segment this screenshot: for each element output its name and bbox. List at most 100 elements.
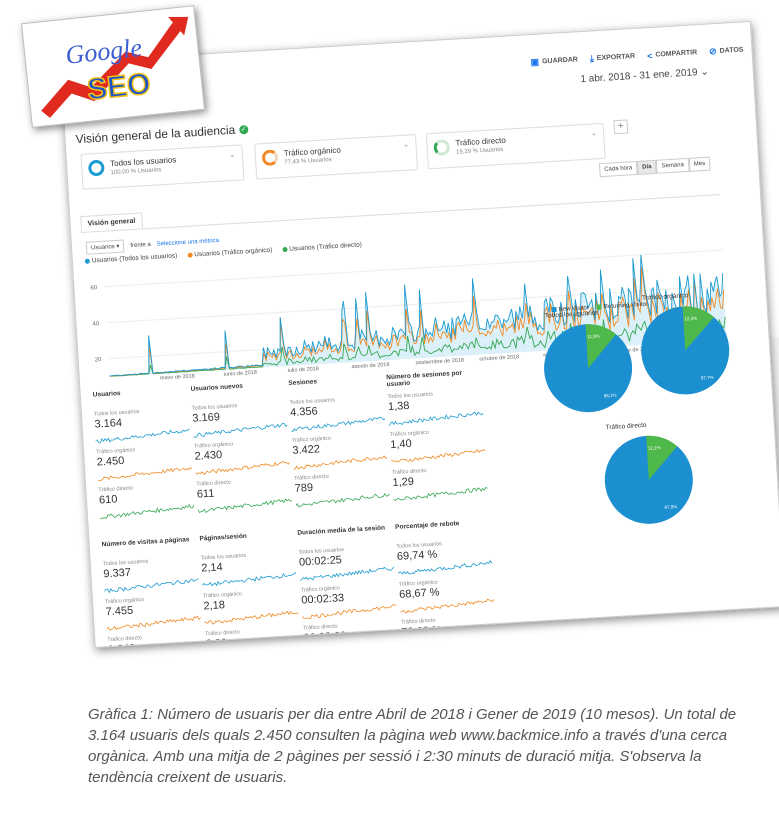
- x-tick-label: octubre de 2018: [479, 354, 519, 362]
- metric-tile: Duración media de la sesión Todos los usu…: [297, 524, 404, 648]
- metric-dropdown[interactable]: Usuarios ▾: [85, 239, 125, 255]
- data-button[interactable]: ⊘ DATOS: [709, 44, 744, 57]
- sparkline: [301, 604, 397, 620]
- metric-tile-title: Usuarios: [92, 389, 121, 399]
- metric-tiles: Usuarios Todos los usuarios 3.164 Tráfico o…: [93, 367, 528, 648]
- analytics-screenshot: ▣ GUARDAR ⤓ EXPORTAR < COMPARTIR ⊘ DATOS 1 a…: [60, 20, 779, 648]
- segment-direct[interactable]: Tráfico directo 19,29 % Usuarios ⌄: [425, 122, 606, 170]
- granularity-day[interactable]: Día: [636, 159, 657, 175]
- pie-charts: Todos los usuarios 88,1% 11,9% Tráfico orgá…: [61, 22, 750, 524]
- google-text: Google: [64, 33, 143, 70]
- chevron-down-icon: ⌄: [228, 149, 237, 160]
- metric-segment-label: Tráfico directo: [391, 467, 427, 477]
- sparkline: [291, 416, 386, 433]
- sparkline: [201, 571, 297, 587]
- metric-value: 1,38: [387, 399, 410, 414]
- metric-value: 789: [294, 481, 314, 495]
- sparkline: [402, 635, 497, 648]
- pie-label-new: 87,9%: [664, 504, 677, 510]
- granularity-week[interactable]: Semana: [656, 157, 690, 174]
- date-range-picker[interactable]: 1 abr. 2018 - 31 ene. 2019 ⌄: [580, 67, 709, 86]
- export-label: EXPORTAR: [596, 52, 636, 63]
- metric-segment-label: Tráfico directo: [98, 485, 134, 494]
- metric-tile-title: Duración media de la sesión: [297, 524, 386, 537]
- segment-all-users[interactable]: Todos los usuarios 100,00 % Usuarios ⌄: [80, 144, 245, 190]
- metric-segment-label: Tráfico orgánico: [96, 447, 136, 456]
- add-segment-button[interactable]: +: [613, 119, 629, 135]
- metric-segment-label: Tráfico orgánico: [193, 441, 234, 450]
- y-tick-20: 20: [95, 357, 103, 363]
- sparkline: [104, 578, 199, 594]
- metric-segment-label: Tráfico directo: [107, 635, 143, 644]
- verified-check-icon: ✓: [239, 125, 249, 135]
- metric-tile-title: Usuarios nuevos: [190, 382, 244, 393]
- metric-value: 7.455: [105, 604, 134, 619]
- share-icon: <: [646, 50, 653, 61]
- segment-name: Tráfico directo: [455, 135, 507, 148]
- metric-tile-title: Páginas/sesión: [199, 532, 247, 543]
- pie-slice-returning: [682, 306, 715, 351]
- save-button[interactable]: ▣ GUARDAR: [530, 54, 578, 68]
- chevron-down-icon: ⌄: [402, 139, 410, 149]
- seo-text: SEO: [86, 67, 152, 106]
- figure-caption: Gràfica 1: Número de usuaris per dia ent…: [88, 706, 737, 786]
- sparkline: [400, 598, 495, 614]
- x-tick-label: julio de 2018: [287, 366, 320, 374]
- metric-value: 3.164: [94, 416, 123, 431]
- segment-name: Tráfico orgánico: [283, 145, 342, 158]
- granularity-hour[interactable]: Cada hora: [598, 160, 638, 178]
- metric-segment-label: Todos los usuarios: [387, 391, 434, 401]
- save-icon: ▣: [530, 56, 540, 68]
- pie-label-returning: 12,1%: [648, 445, 661, 451]
- export-icon: ⤓: [589, 53, 595, 64]
- sparkline: [106, 615, 201, 631]
- metric-value: 1,29: [392, 475, 415, 490]
- segment-percent: 100,00 % Usuarios: [110, 167, 162, 177]
- toolbar: ▣ GUARDAR ⤓ EXPORTAR < COMPARTIR ⊘ DATOS: [530, 44, 743, 68]
- page-title-text: Visión general de la audiencia: [75, 122, 236, 147]
- metric-value: 2.430: [194, 449, 223, 463]
- metric-tile-title: Sesiones: [288, 378, 318, 388]
- sparkline: [293, 455, 388, 471]
- segment-ring-icon: [261, 149, 279, 167]
- share-button[interactable]: < COMPARTIR: [647, 47, 698, 61]
- segment-ring-icon: [433, 139, 451, 156]
- metric-tile: Porcentaje de rebote Todos los usuarios 69…: [395, 518, 502, 648]
- metric-tile: Número de sesiones por usuario Todos los …: [386, 368, 493, 501]
- segment-organic[interactable]: Tráfico orgánico 77,43 % Usuarios ⌄: [254, 134, 419, 180]
- x-tick-label: agosto de 2018: [351, 362, 389, 370]
- pie-chart: 87,9% 12,1%: [604, 435, 693, 524]
- metric-value: 3.169: [192, 411, 221, 425]
- sparkline: [397, 559, 493, 575]
- granularity-month[interactable]: Mes: [688, 156, 711, 172]
- metric-versus: frente a: [130, 241, 151, 249]
- pie-label-new: 88,1%: [604, 393, 617, 399]
- metric-segment-label: Todos los usuarios: [200, 552, 247, 562]
- metric-segment-label: Tráfico orgánico: [389, 429, 430, 439]
- export-button[interactable]: ⤓ EXPORTAR: [590, 51, 636, 65]
- metric-value: 68,67 %: [398, 586, 440, 601]
- select-metric-link[interactable]: Seleccione una métrica: [156, 237, 220, 248]
- sparkline: [388, 411, 484, 427]
- sparkline: [100, 504, 195, 520]
- metric-value: 610: [98, 493, 118, 507]
- sparkline: [390, 449, 486, 463]
- sparkline: [304, 643, 399, 648]
- pie-label-returning: 11,9%: [587, 333, 600, 339]
- data-label: DATOS: [719, 46, 744, 55]
- google-seo-logo: Google SEO: [20, 5, 206, 128]
- pie-slice-returning: [585, 324, 617, 369]
- metric-tile: Páginas/sesión Todos los usuarios 2,14 Tráf…: [199, 530, 306, 648]
- metric-value: 4.356: [289, 405, 319, 419]
- metric-tile: Usuarios nuevos Todos los usuarios 3.169 Tr…: [190, 380, 297, 514]
- sparkline: [97, 467, 192, 482]
- metric-value: 9.337: [103, 566, 132, 581]
- metric-tile: Número de visitas a páginas Todos los usu…: [102, 535, 209, 648]
- metric-tile: Usuarios Todos los usuarios 3.164 Tráfico o…: [92, 386, 200, 520]
- segment-percent: 77,43 % Usuarios: [284, 157, 332, 166]
- segment-percent: 19,29 % Usuarios: [455, 146, 504, 156]
- y-tick-60: 60: [90, 285, 98, 291]
- sparkline: [206, 647, 303, 648]
- x-tick-label: junio de 2018: [223, 370, 257, 378]
- metric-value: 2,18: [203, 599, 226, 613]
